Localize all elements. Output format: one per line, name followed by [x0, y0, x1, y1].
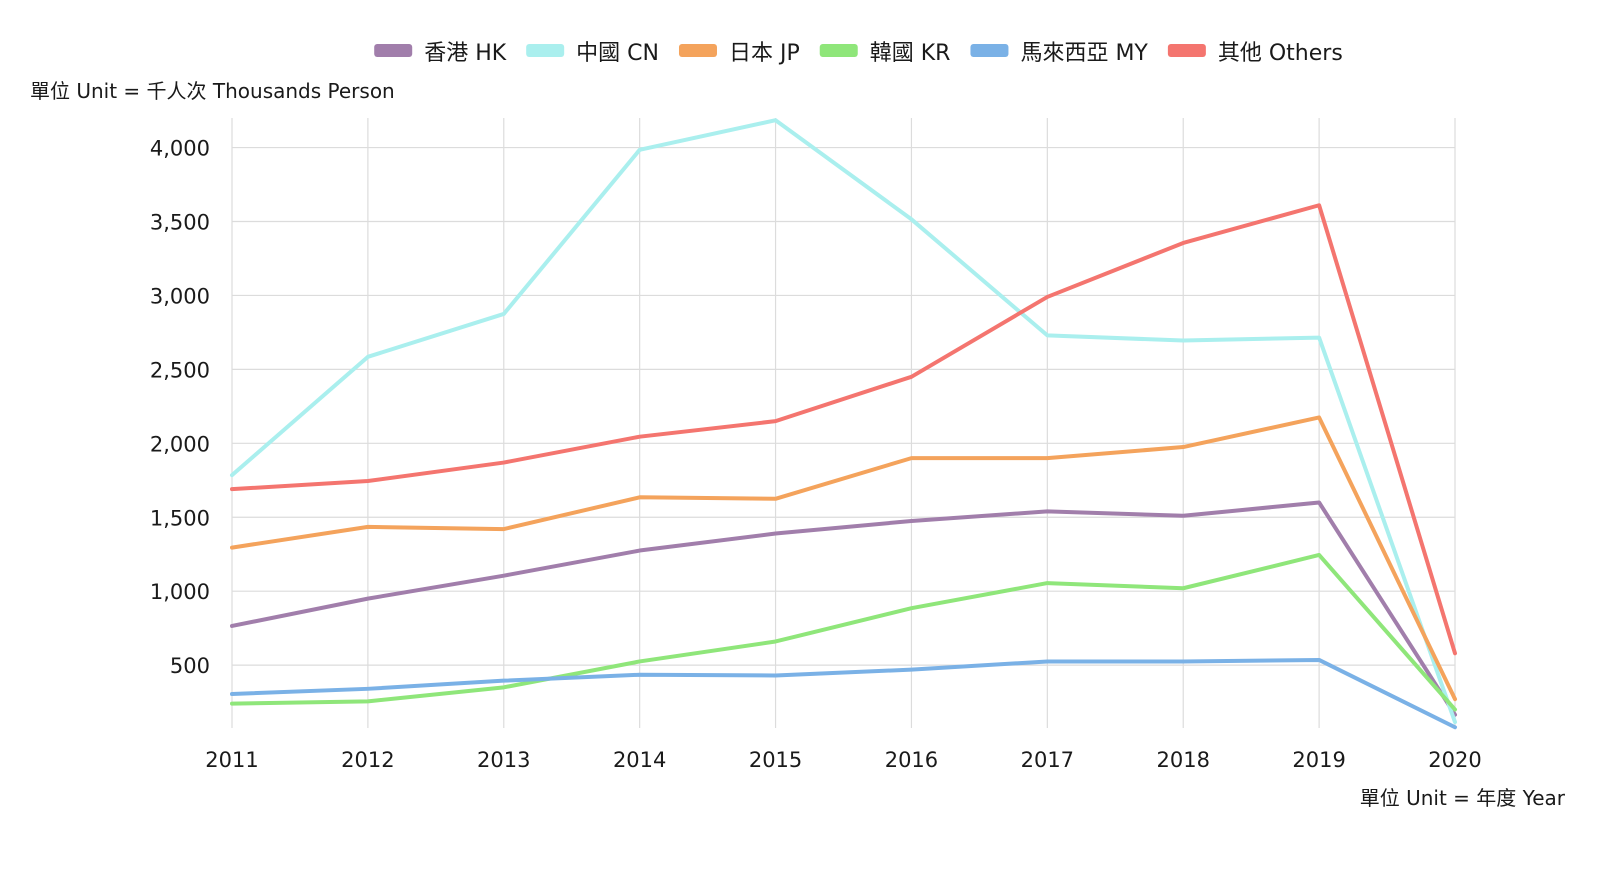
- y-tick-label: 1,000: [150, 580, 210, 604]
- x-tick-label: 2018: [1156, 748, 1209, 772]
- series-line: [230, 552, 1457, 712]
- legend-item[interactable]: 香港 HK: [374, 41, 507, 66]
- x-tick-label: 2016: [885, 748, 938, 772]
- legend-label: 香港 HK: [424, 41, 507, 66]
- legend-swatch: [374, 44, 413, 57]
- y-tick-label: 3,500: [150, 211, 210, 235]
- x-tick-label: 2012: [341, 748, 394, 772]
- y-axis-ticks: 500 1,000 1,500 2,000 2,500 3,000 3,500 4,000: [150, 137, 210, 679]
- legend-item[interactable]: 馬來西亞 MY: [970, 41, 1148, 66]
- x-axis-unit-label: 單位 Unit = 年度 Year: [1360, 786, 1566, 810]
- y-tick-label: 500: [170, 654, 210, 678]
- legend: 香港 HK 中國 CN 日本 JP 韓國 KR 馬來西亞 MY 其他 Others: [374, 41, 1343, 66]
- y-tick-label: 2,500: [150, 358, 210, 382]
- series-line: [230, 500, 1457, 717]
- legend-swatch: [970, 44, 1009, 57]
- series-line: [230, 203, 1457, 656]
- series-line: [230, 118, 1457, 725]
- legend-item[interactable]: 其他 Others: [1167, 41, 1343, 66]
- x-tick-label: 2011: [205, 748, 258, 772]
- x-tick-label: 2014: [613, 748, 666, 772]
- series-lines: [230, 118, 1457, 730]
- legend-item[interactable]: 韓國 KR: [819, 41, 951, 66]
- y-tick-label: 3,000: [150, 284, 210, 308]
- x-tick-label: 2013: [477, 748, 530, 772]
- y-tick-label: 2,000: [150, 432, 210, 456]
- legend-label: 馬來西亞 MY: [1020, 41, 1148, 66]
- legend-swatch: [526, 44, 565, 57]
- legend-swatch: [678, 44, 717, 57]
- series-line: [230, 657, 1457, 730]
- y-tick-label: 1,500: [150, 506, 210, 530]
- x-tick-label: 2015: [749, 748, 802, 772]
- y-tick-label: 4,000: [150, 137, 210, 161]
- legend-item[interactable]: 中國 CN: [526, 41, 659, 66]
- grid: [231, 118, 1456, 728]
- legend-label: 其他 Others: [1218, 41, 1343, 66]
- legend-label: 日本 JP: [729, 41, 800, 66]
- legend-label: 中國 CN: [576, 41, 659, 66]
- y-axis-unit-label: 單位 Unit = 千人次 Thousands Person: [30, 79, 395, 103]
- legend-swatch: [1167, 44, 1206, 57]
- legend-label: 韓國 KR: [870, 41, 951, 66]
- legend-item[interactable]: 日本 JP: [678, 41, 800, 66]
- x-tick-label: 2017: [1021, 748, 1074, 772]
- x-tick-label: 2020: [1428, 748, 1481, 772]
- series-line: [230, 415, 1457, 702]
- x-axis-ticks: 2011 2012 2013 2014 2015 2016 2017 2018 2019 2020: [205, 748, 1481, 772]
- legend-swatch: [819, 44, 858, 57]
- x-tick-label: 2019: [1292, 748, 1345, 772]
